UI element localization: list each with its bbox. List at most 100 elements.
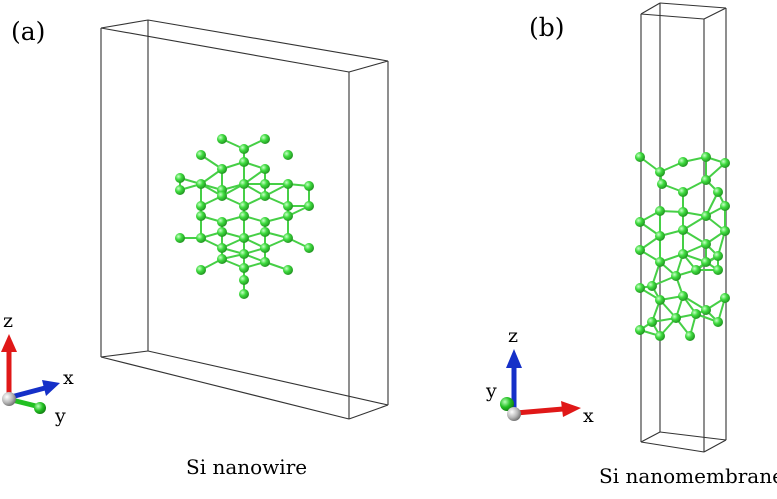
z-axis-label: z	[508, 325, 518, 347]
si-atom	[304, 201, 314, 211]
y-axis-arrow	[11, 397, 46, 414]
si-atom	[304, 243, 314, 253]
nanowire-atoms	[175, 134, 314, 299]
panel-a-cell-box	[100, 19, 389, 420]
si-atom	[304, 181, 314, 191]
si-atom	[217, 191, 227, 201]
axis-origin	[2, 392, 16, 406]
si-atom	[691, 265, 701, 275]
panel-a-caption: Si nanowire	[186, 455, 308, 479]
si-atom	[283, 179, 293, 189]
si-atom	[720, 293, 730, 303]
si-atom	[720, 226, 730, 236]
si-atom	[217, 134, 227, 144]
si-atom	[635, 217, 645, 227]
si-atom	[678, 291, 688, 301]
si-atom	[657, 179, 667, 189]
si-atom	[196, 233, 206, 243]
si-atom	[217, 254, 227, 264]
si-atom	[671, 313, 681, 323]
si-atom	[239, 249, 249, 259]
si-atom	[283, 201, 293, 211]
si-atom	[685, 331, 695, 341]
si-atom	[239, 289, 249, 299]
si-atom	[635, 283, 645, 293]
si-atom	[701, 152, 711, 162]
si-atom	[678, 225, 688, 235]
si-atom	[260, 134, 270, 144]
x-axis-label: x	[63, 367, 74, 389]
si-atom	[678, 249, 688, 259]
si-atom	[655, 331, 665, 341]
nanomembrane-bonds	[639, 156, 726, 337]
si-atom	[283, 150, 293, 160]
si-atom	[196, 201, 206, 211]
panel-b-caption: Si nanomembrane	[599, 464, 777, 488]
si-atom	[701, 305, 711, 315]
si-atom	[720, 201, 730, 211]
si-atom	[283, 211, 293, 221]
axis-origin	[507, 407, 521, 421]
si-atom	[239, 275, 249, 285]
si-atom	[196, 150, 206, 160]
si-atom	[713, 187, 723, 197]
si-atom	[239, 201, 249, 211]
si-atom	[217, 217, 227, 227]
si-atom	[701, 257, 711, 267]
x-axis-arrow	[515, 401, 581, 417]
si-atom	[260, 227, 270, 237]
si-atom	[635, 245, 645, 255]
si-atom	[701, 239, 711, 249]
y-axis-label: y	[54, 405, 66, 427]
panel-a-axis-triad: z x y	[1, 310, 74, 427]
si-atom	[655, 206, 665, 216]
x-axis-arrow	[10, 380, 60, 400]
si-atom	[655, 231, 665, 241]
si-atom	[239, 263, 249, 273]
si-atom	[239, 157, 249, 167]
si-atom	[671, 271, 681, 281]
y-axis-label: y	[485, 380, 497, 402]
si-atom	[701, 175, 711, 185]
z-axis-arrow	[1, 334, 17, 398]
si-atom	[239, 233, 249, 243]
panel-a-label: (a)	[11, 17, 46, 46]
si-atom	[678, 207, 688, 217]
panel-b-label: (b)	[529, 13, 565, 42]
si-atom	[217, 164, 227, 174]
si-atom	[175, 173, 185, 183]
si-atom	[196, 179, 206, 189]
si-atom	[678, 157, 688, 167]
si-atom	[655, 295, 665, 305]
si-atom	[713, 317, 723, 327]
nanomembrane-atoms	[635, 152, 730, 341]
si-atom	[635, 152, 645, 162]
si-atom	[647, 281, 657, 291]
si-atom	[713, 265, 723, 275]
si-atom	[655, 167, 665, 177]
z-axis-arrow	[506, 349, 522, 410]
y-axis-ball	[500, 397, 514, 411]
si-atom	[239, 211, 249, 221]
x-axis-label: x	[583, 405, 594, 427]
si-atom	[260, 217, 270, 227]
si-atom	[260, 179, 270, 189]
si-atom	[283, 265, 293, 275]
si-atom	[239, 144, 249, 154]
si-atom	[217, 243, 227, 253]
si-atom	[260, 243, 270, 253]
si-atom	[691, 309, 701, 319]
si-atom	[647, 317, 657, 327]
si-atom	[196, 265, 206, 275]
panel-b-axis-triad: z y x	[485, 325, 594, 427]
si-atom	[713, 251, 723, 261]
si-atom	[175, 233, 185, 243]
si-atom	[720, 158, 730, 168]
si-atom	[260, 164, 270, 174]
si-atom	[655, 257, 665, 267]
si-atom	[239, 179, 249, 189]
si-atom	[635, 325, 645, 335]
si-atom	[196, 211, 206, 221]
